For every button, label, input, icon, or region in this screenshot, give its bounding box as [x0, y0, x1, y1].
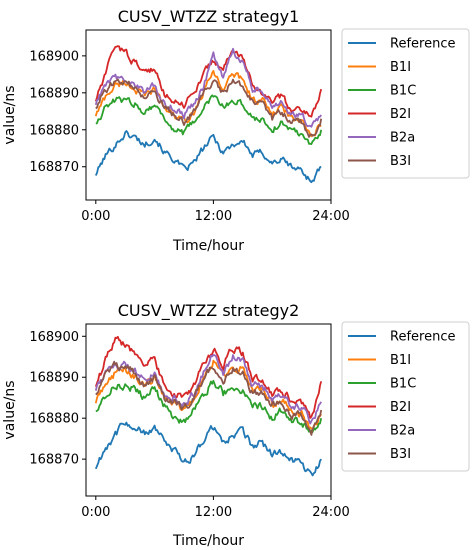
- y-axis-label: value/ns: [2, 380, 18, 439]
- y-tick-label: 168900: [29, 49, 79, 64]
- y-tick-label: 168880: [29, 123, 79, 138]
- series-line-b3i: [95, 360, 323, 436]
- x-axis-label: Time/hour: [172, 533, 244, 549]
- series-lines: [94, 45, 323, 184]
- y-axis-label: value/ns: [2, 85, 18, 144]
- series-line-reference: [94, 130, 322, 184]
- x-tick-label: 24:00: [312, 209, 349, 224]
- legend-label: B2I: [390, 400, 411, 415]
- y-tick-label: 168890: [29, 86, 79, 101]
- chart-title: CUSV_WTZZ strategy1: [118, 7, 300, 27]
- legend-label: B2a: [390, 131, 415, 146]
- legend-label: B2I: [390, 107, 411, 122]
- legend-label: B1I: [390, 60, 411, 75]
- x-tick-label: 0:00: [81, 209, 110, 224]
- legend: Reference B1I B1C B2I B2a B3I: [341, 28, 470, 179]
- legend-label: B1I: [390, 353, 411, 368]
- legend-label: B1C: [390, 84, 416, 99]
- chart-strategy2: CUSV_WTZZ strategy2 168870 168880 168890 168…: [2, 301, 470, 549]
- series-lines: [94, 335, 323, 477]
- series-line-b2a: [94, 47, 322, 128]
- x-tick-label: 0:00: [81, 505, 110, 520]
- chart-title: CUSV_WTZZ strategy2: [118, 301, 300, 321]
- y-tick-label: 168900: [29, 330, 79, 345]
- x-axis-label: Time/hour: [172, 238, 244, 254]
- legend-label: Reference: [390, 330, 455, 345]
- chart-strategy1: CUSV_WTZZ strategy1 168870 168880 168890 168…: [2, 7, 470, 254]
- x-tick-label: 24:00: [312, 505, 349, 520]
- legend-label: B1C: [390, 377, 416, 392]
- y-tick-label: 168870: [29, 160, 79, 175]
- legend-label: B3I: [390, 154, 411, 169]
- y-tick-label: 168870: [29, 453, 79, 468]
- series-line-b1c: [95, 379, 323, 434]
- series-line-reference: [94, 421, 322, 477]
- series-line-b1c: [95, 94, 323, 146]
- series-line-b2i: [94, 45, 323, 118]
- y-tick-label: 168890: [29, 371, 79, 386]
- legend-label: Reference: [390, 37, 455, 52]
- series-line-b3i: [95, 78, 323, 138]
- y-tick-label: 168880: [29, 412, 79, 427]
- x-tick-label: 12:00: [195, 505, 232, 520]
- legend-label: B3I: [390, 447, 411, 462]
- x-tick-label: 12:00: [195, 209, 232, 224]
- legend: Reference B1I B1C B2I B2a B3I: [341, 321, 470, 472]
- legend-label: B2a: [390, 424, 415, 439]
